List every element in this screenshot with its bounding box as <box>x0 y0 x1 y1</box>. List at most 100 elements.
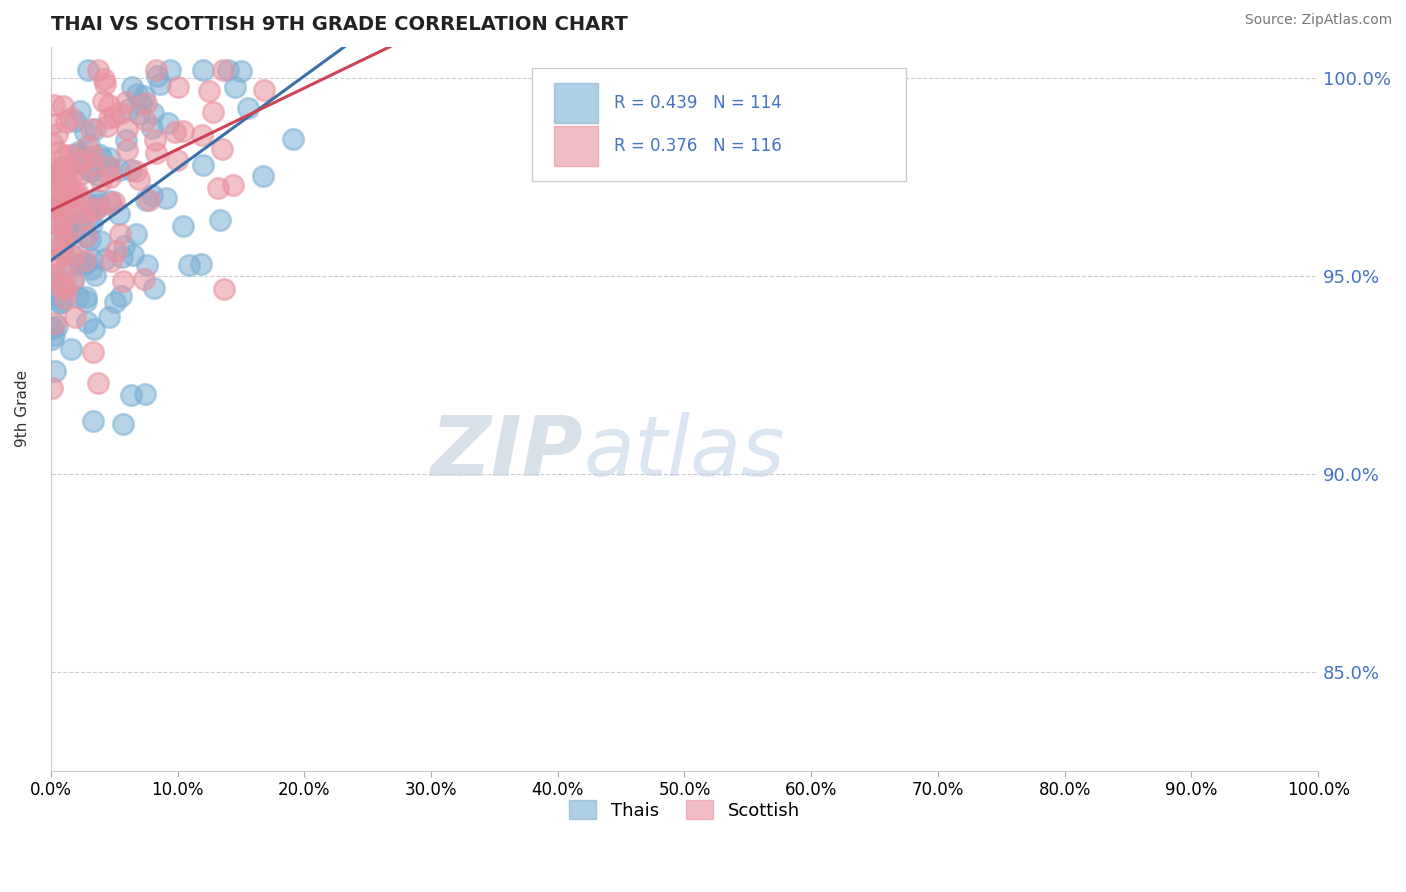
Point <box>108 163 131 178</box>
Point <box>51 224 73 238</box>
Point <box>125 87 148 101</box>
Point <box>120 162 142 177</box>
Point <box>120 388 142 402</box>
Point <box>73 257 96 271</box>
Text: Source: ZipAtlas.com: Source: ZipAtlas.com <box>1244 13 1392 28</box>
Point <box>44 258 66 272</box>
Point <box>79 198 101 212</box>
Point <box>97 160 120 174</box>
Point <box>166 153 188 167</box>
Point <box>132 89 155 103</box>
Point <box>48 250 70 264</box>
Point <box>80 121 103 136</box>
Point <box>62 275 84 289</box>
Point <box>56 227 79 241</box>
Point <box>51 280 73 294</box>
Point <box>41 321 63 335</box>
Point <box>82 414 104 428</box>
Point <box>41 136 63 150</box>
Point <box>143 133 166 147</box>
Point <box>53 248 76 262</box>
Point <box>44 97 66 112</box>
Point <box>41 320 63 334</box>
Point <box>49 296 72 310</box>
Point <box>87 63 110 78</box>
Point <box>77 63 100 78</box>
Point <box>59 247 82 261</box>
Point <box>59 111 82 125</box>
Point <box>115 95 138 109</box>
Point <box>79 164 101 178</box>
Point <box>76 315 98 329</box>
Point <box>53 291 76 305</box>
Bar <box>554 83 599 123</box>
Point <box>236 101 259 115</box>
Point <box>53 164 76 178</box>
Point <box>62 167 84 181</box>
Point <box>80 252 103 266</box>
Point <box>45 173 67 187</box>
Point <box>217 63 239 78</box>
Point <box>53 210 76 224</box>
Point <box>73 256 96 270</box>
Point <box>73 252 96 267</box>
Point <box>60 214 83 228</box>
Point <box>67 146 90 161</box>
Point <box>252 83 274 97</box>
Point <box>53 223 76 237</box>
Point <box>56 159 79 173</box>
Point <box>80 262 103 277</box>
Point <box>80 157 103 171</box>
Point <box>90 151 112 165</box>
Point <box>134 113 156 128</box>
Point <box>52 99 75 113</box>
Point <box>44 316 66 330</box>
Point <box>87 376 110 391</box>
Point <box>83 121 105 136</box>
Point <box>98 160 121 174</box>
Point <box>122 248 145 262</box>
Point <box>83 322 105 336</box>
Point <box>77 137 100 152</box>
Point <box>252 169 274 183</box>
Point <box>100 196 122 211</box>
Point <box>48 197 70 211</box>
Point <box>49 201 72 215</box>
Point <box>69 191 91 205</box>
Point <box>42 268 65 282</box>
Point <box>51 292 73 306</box>
Point <box>60 190 83 204</box>
Point <box>80 216 103 230</box>
Point <box>70 154 93 169</box>
Point <box>65 223 87 237</box>
Point <box>134 386 156 401</box>
Point <box>197 84 219 98</box>
Point <box>55 219 77 234</box>
Point <box>87 200 110 214</box>
Point <box>53 227 76 241</box>
Legend: Thais, Scottish: Thais, Scottish <box>562 793 807 827</box>
Point <box>141 120 163 135</box>
Point <box>110 289 132 303</box>
Point <box>41 118 63 132</box>
Point <box>46 145 69 159</box>
Point <box>97 112 120 126</box>
Point <box>41 333 63 347</box>
Point <box>44 202 66 216</box>
Point <box>63 190 86 204</box>
Point <box>141 187 163 202</box>
Point <box>45 269 67 284</box>
Point <box>98 194 121 209</box>
Point <box>87 196 110 211</box>
Point <box>207 181 229 195</box>
Point <box>49 278 72 293</box>
Text: R = 0.439   N = 114: R = 0.439 N = 114 <box>613 94 782 112</box>
Point <box>172 124 194 138</box>
Point <box>46 215 69 229</box>
Point <box>146 69 169 83</box>
Point <box>41 381 63 395</box>
Point <box>62 272 84 286</box>
Point <box>41 242 63 256</box>
Point <box>167 79 190 94</box>
Point <box>73 150 96 164</box>
